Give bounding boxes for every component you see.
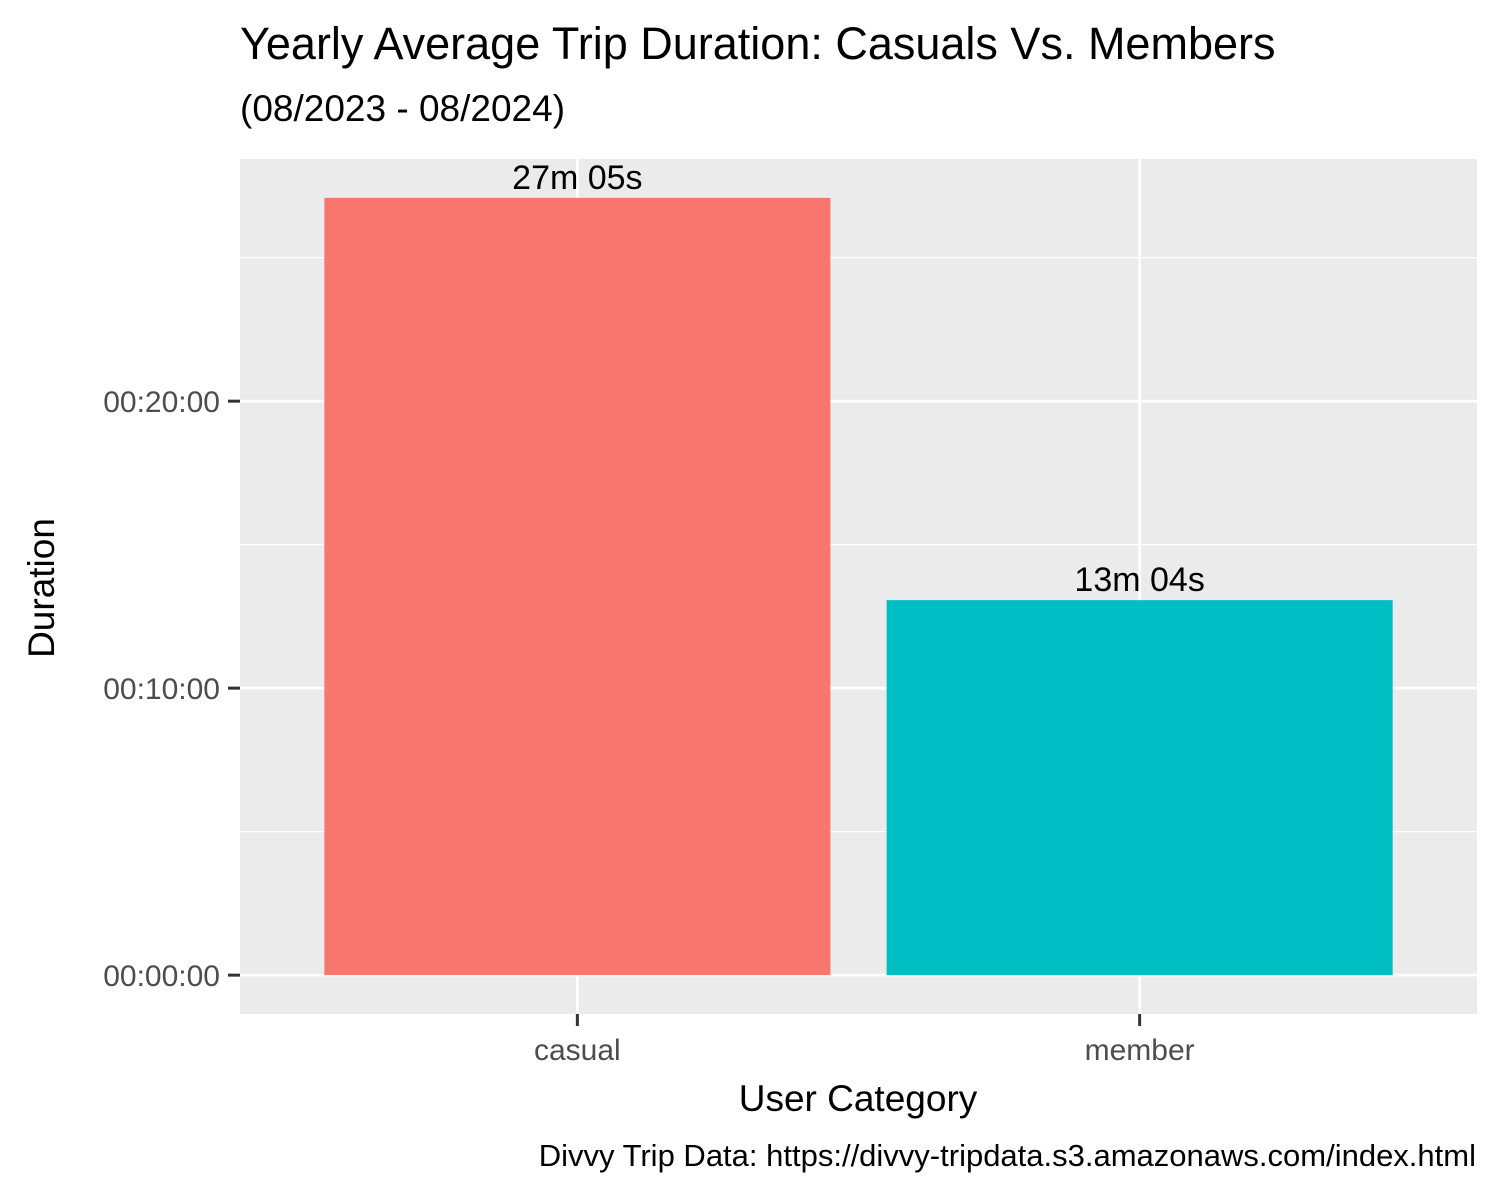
- x-tick-label: member: [1085, 1034, 1195, 1067]
- y-tick-label: 00:20:00: [103, 386, 220, 419]
- bar-value-label: 13m 04s: [1074, 561, 1204, 599]
- bar-member: [886, 600, 1393, 976]
- y-axis-title: Duration: [21, 518, 62, 658]
- y-axis: 00:00:00 00:10:00 00:20:00: [103, 386, 240, 993]
- chart-subtitle: (08/2023 - 08/2024): [240, 88, 566, 129]
- bar-casual: [324, 197, 831, 976]
- chart-caption: Divvy Trip Data: https://divvy-tripdata.…: [538, 1138, 1476, 1173]
- bars: [324, 197, 1393, 976]
- x-axis: casual member: [534, 1014, 1195, 1067]
- chart-title: Yearly Average Trip Duration: Casuals Vs…: [240, 18, 1276, 69]
- x-axis-title: User Category: [739, 1078, 978, 1119]
- bar-value-labels: 27m 05s 13m 04s: [512, 159, 1205, 599]
- bar-value-label: 27m 05s: [512, 159, 642, 197]
- y-tick-label: 00:10:00: [103, 673, 220, 706]
- y-tick-label: 00:00:00: [103, 960, 220, 993]
- x-tick-label: casual: [534, 1034, 621, 1067]
